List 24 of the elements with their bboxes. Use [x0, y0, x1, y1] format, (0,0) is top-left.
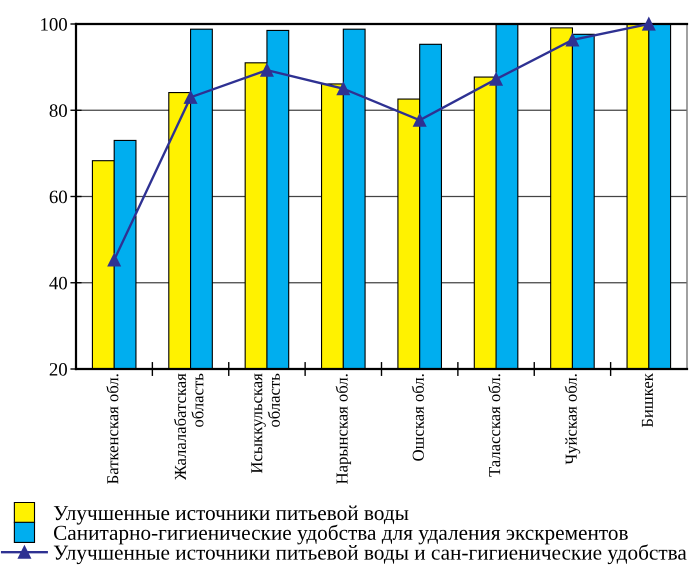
- x-tick-label: Нарынская обл.: [336, 374, 352, 484]
- point: [413, 114, 426, 127]
- y-tick-label: 20: [50, 363, 67, 376]
- y-tick-label: 80: [50, 104, 67, 117]
- y-tick-label: 100: [41, 18, 67, 31]
- x-tick-label: Ошская обл.: [412, 374, 424, 461]
- legend-label: Улучшенные источники питьевой воды и сан-гигиенические удобства: [54, 544, 687, 564]
- point: [642, 17, 656, 31]
- x-tick-label: Таласская обл.: [488, 374, 500, 477]
- legend-label: Санитарно-гигиенические удобства для удаления экскрементов: [54, 524, 628, 544]
- x-tick-label: Бишкек: [642, 373, 653, 428]
- legend-label: Улучшенные источники питьевой воды: [54, 505, 408, 525]
- point: [260, 64, 274, 77]
- y-tick-label: 40: [49, 276, 67, 290]
- y-tick-label: 60: [50, 190, 67, 204]
- x-tick-label: Исыккульская область: [251, 373, 280, 474]
- x-tick-label: Баткенская обл.: [106, 374, 118, 484]
- point: [566, 33, 580, 47]
- point: [336, 82, 350, 96]
- x-tick-label: Чуйская обл.: [564, 374, 580, 464]
- point: [489, 72, 503, 86]
- x-tick-label: Жалалабатская область: [174, 373, 204, 480]
- point: [108, 253, 121, 266]
- point: [184, 90, 198, 104]
